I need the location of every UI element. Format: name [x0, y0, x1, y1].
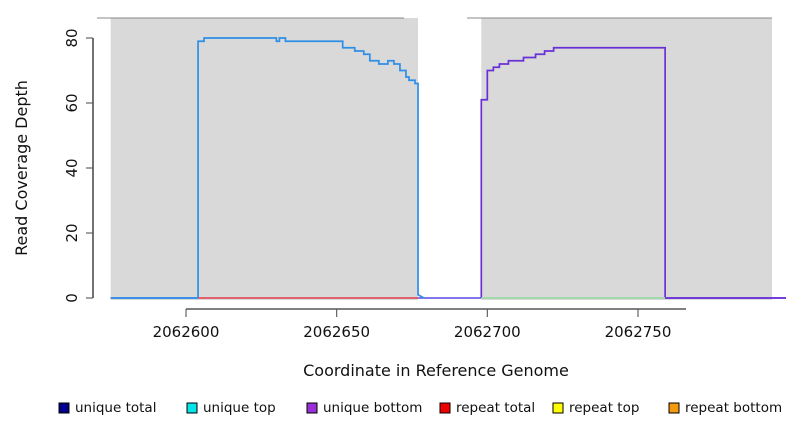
square-swatch-icon — [439, 402, 451, 414]
x-tick-label: 2062600 — [153, 323, 220, 341]
covered-region-left — [110, 18, 419, 300]
x-tick-label: 2062750 — [605, 323, 672, 341]
legend-label-unique-total: unique total — [75, 400, 156, 416]
square-swatch-icon — [306, 402, 318, 414]
y-tick-label: 60 — [63, 93, 81, 112]
legend: unique total unique top unique bottom repea… — [58, 400, 782, 416]
y-tick-label: 40 — [63, 158, 81, 177]
series-unique-top — [110, 37, 425, 299]
x-axis-ticks-group: 2062600 2062650 2062700 2062750 — [153, 309, 672, 341]
legend-label-repeat-top: repeat top — [569, 400, 639, 416]
x-tick-label: 2062650 — [303, 323, 370, 341]
square-swatch-icon — [186, 402, 198, 414]
legend-label-repeat-bottom: repeat bottom — [685, 400, 782, 416]
data-series-group — [110, 37, 786, 299]
y-tick-label: 80 — [63, 28, 81, 47]
series-unique-bottom — [480, 46, 786, 299]
y-axis-title: Read Coverage Depth — [12, 80, 31, 256]
y-tick-label: 0 — [63, 293, 81, 303]
legend-label-repeat-total: repeat total — [456, 400, 535, 416]
legend-label-unique-top: unique top — [203, 400, 276, 416]
y-axis-ticks-group: 0 20 40 60 80 — [63, 28, 93, 303]
x-tick-label: 2062700 — [454, 323, 521, 341]
gap-region — [418, 18, 482, 300]
legend-label-unique-bottom: unique bottom — [323, 400, 422, 416]
square-swatch-icon — [552, 402, 564, 414]
square-swatch-icon — [668, 402, 680, 414]
x-axis-title: Coordinate in Reference Genome — [303, 361, 569, 380]
shaded-regions-group — [97, 17, 772, 300]
y-tick-label: 20 — [63, 223, 81, 242]
covered-region-right — [481, 18, 772, 300]
square-swatch-icon — [58, 402, 70, 414]
